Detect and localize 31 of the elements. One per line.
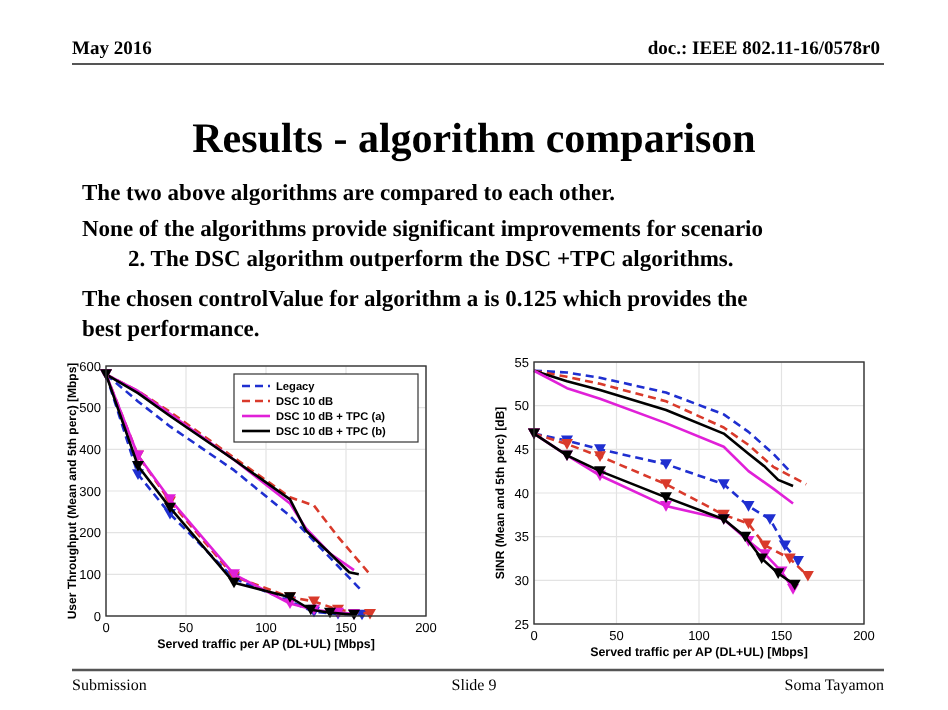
text: May 2016 (72, 40, 153, 60)
point (594, 451, 606, 462)
point (755, 553, 768, 565)
text: 2. The DSC algorithm outperform the DSC +TPC algorithms. (128, 248, 734, 272)
point (660, 492, 672, 503)
point (660, 459, 672, 470)
text: The two above algorithms are compared to each other. (82, 182, 616, 206)
text: Soma Tayamon (784, 676, 884, 694)
point (742, 501, 755, 512)
text: Slide 9 (451, 676, 497, 694)
text: Submission (72, 676, 147, 694)
point (739, 531, 752, 543)
point (594, 466, 606, 477)
point (801, 570, 814, 582)
point (783, 553, 796, 565)
point (788, 579, 801, 591)
point (660, 501, 672, 512)
text: doc.: IEEE 802.11-16/0578r0 (647, 40, 881, 60)
point (742, 518, 755, 530)
text: The chosen controlValue for algorithm a is 0.125 which provides the (82, 288, 748, 312)
point (792, 556, 804, 567)
text: Results - algorithm comparison (192, 114, 757, 162)
point (132, 461, 144, 472)
point (164, 502, 176, 514)
text: None of the algorithms provide significant improvements for scenario (82, 218, 764, 242)
text: best performance. (82, 318, 260, 342)
point (763, 514, 776, 525)
point (717, 479, 730, 490)
point (660, 479, 672, 490)
point (759, 540, 771, 551)
point (778, 540, 791, 551)
